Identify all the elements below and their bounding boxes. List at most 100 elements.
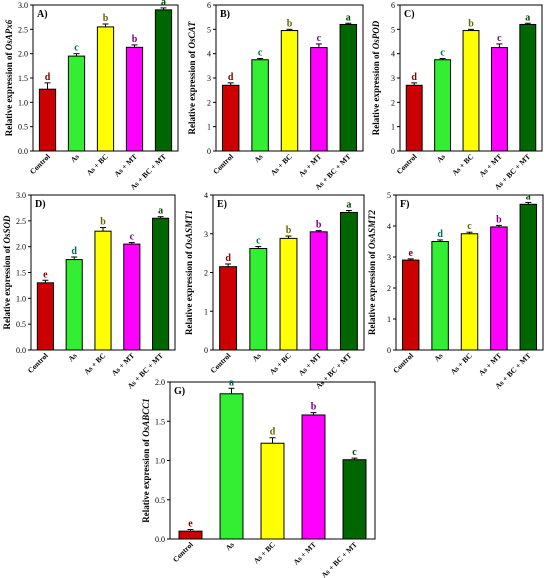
significance-letter: d [228, 72, 234, 83]
x-tick-label: As [224, 540, 236, 552]
x-tick-label: As + BC [82, 351, 107, 376]
y-tick-label: 0.5 [18, 123, 28, 132]
x-tick-label: As + MT [477, 351, 503, 377]
panel-label: D) [35, 199, 46, 210]
x-tick-label: Control [28, 152, 52, 176]
significance-letter: b [103, 13, 109, 24]
significance-letter: a [346, 200, 351, 211]
significance-letter: b [132, 34, 138, 45]
y-tick-label: 2.0 [155, 378, 165, 387]
bar [490, 226, 508, 351]
y-tick-label: 0.0 [18, 147, 28, 156]
bar [462, 30, 480, 152]
y-axis-label: Relative expression of OsABCC1 [141, 398, 151, 523]
chart-panel-c: 0 1 2 3 4 5 6 C) Relative expression of OsPOD d Co… [371, 1, 543, 192]
y-axis-label: Relative expression of OsCAT [187, 21, 197, 135]
significance-letter: c [497, 33, 502, 44]
y-tick-label: 0 [207, 147, 211, 156]
y-tick-label: 1.0 [16, 294, 26, 303]
x-tick-label: As + MT [477, 152, 503, 178]
y-tick-label: 1.5 [18, 74, 28, 83]
x-tick-label: Control [211, 152, 235, 176]
x-tick-label: Control [26, 351, 50, 375]
y-tick-label: 0 [387, 346, 391, 355]
y-tick-label: 0.5 [16, 320, 26, 329]
chart-panel-b: 0 1 2 3 4 5 6 B) Relative expression of OsCAT d Co… [187, 1, 364, 192]
bar [219, 393, 244, 540]
y-tick-label: 1 [391, 123, 395, 132]
x-tick-label: As + BC + MT [319, 540, 359, 578]
y-tick-label: 2 [387, 284, 391, 293]
bar [251, 59, 269, 152]
panel-label: E) [217, 199, 227, 210]
x-tick-label: As + MT [297, 351, 323, 377]
panel-label: G) [174, 386, 185, 397]
y-tick-label: 0 [391, 147, 395, 156]
bar [38, 88, 57, 152]
y-tick-label: 1 [207, 123, 211, 132]
chart-panel-g: 0.0 0.5 1.0 1.5 2.0 G) Relative expression of … [141, 377, 376, 578]
significance-letter: e [408, 248, 413, 259]
y-tick-label: 2.0 [18, 50, 28, 59]
y-tick-label: 3.0 [16, 191, 26, 200]
bar [260, 442, 285, 540]
y-tick-label: 4 [387, 222, 391, 231]
significance-letter: c [258, 48, 263, 59]
significance-letter: b [100, 217, 106, 228]
y-axis-label: Relative expression of OsSOD [2, 215, 12, 330]
y-tick-label: 1 [387, 315, 391, 324]
significance-letter: b [468, 18, 474, 29]
y-tick-label: 0 [204, 346, 208, 355]
x-tick-label: As + MT [291, 540, 317, 566]
x-tick-label: As + BC [269, 152, 294, 177]
bar [36, 282, 54, 351]
y-tick-label: 5 [391, 25, 395, 34]
bar [125, 46, 144, 152]
significance-letter: c [74, 43, 79, 54]
y-tick-label: 3 [207, 74, 211, 83]
significance-letter: a [229, 377, 234, 388]
bar [219, 266, 238, 351]
y-tick-label: 0.5 [155, 496, 165, 505]
y-tick-label: 5 [387, 191, 391, 200]
significance-letter: b [286, 225, 292, 236]
y-tick-label: 1.0 [155, 457, 165, 466]
y-tick-label: 1.5 [16, 269, 26, 278]
chart-panel-e: 0 1 2 3 4 E) Relative expression of OsASMT1 d Co… [184, 191, 365, 391]
significance-letter: d [270, 427, 276, 438]
y-tick-label: 4 [204, 191, 208, 200]
bar [249, 247, 268, 351]
x-tick-label: As [252, 152, 264, 164]
x-tick-label: As + BC [449, 351, 474, 376]
significance-letter: c [256, 236, 261, 247]
bar [310, 47, 328, 152]
significance-letter: c [317, 33, 322, 44]
y-tick-label: 4 [207, 50, 211, 59]
bar [405, 84, 423, 152]
bar [221, 84, 240, 152]
significance-letter: d [437, 229, 443, 240]
x-tick-label: Control [171, 540, 195, 564]
y-tick-label: 3 [204, 230, 208, 239]
y-tick-label: 4 [391, 50, 395, 59]
significance-letter: d [411, 72, 417, 83]
y-tick-label: 2 [391, 98, 395, 107]
y-tick-label: 5 [207, 25, 211, 34]
x-tick-label: As + MT [112, 152, 138, 178]
significance-letter: d [225, 253, 231, 264]
bar [401, 259, 420, 351]
x-tick-label: As + BC [268, 351, 293, 376]
significance-letter: c [352, 447, 357, 458]
bar [342, 459, 367, 540]
bar [431, 241, 449, 351]
y-tick-label: 3 [387, 253, 391, 262]
x-tick-label: Control [395, 152, 419, 176]
bar [94, 230, 112, 351]
bar [280, 30, 299, 152]
bar [152, 217, 170, 351]
bar [154, 9, 173, 152]
bar [519, 203, 538, 351]
y-axis-label: Relative expression of OsPOD [371, 20, 381, 135]
x-tick-label: As + BC [252, 540, 277, 565]
bar [339, 23, 358, 152]
